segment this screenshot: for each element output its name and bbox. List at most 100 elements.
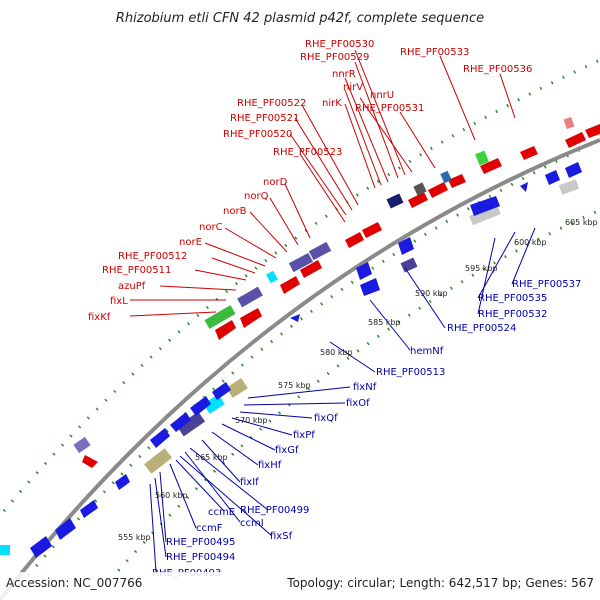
red-gene-labels: RHE_PF00530 RHE_PF00529 RHE_PF00533 RHE_… bbox=[88, 39, 532, 323]
tick-labels: 555 kbp 560 kbp 565 kbp 570 kbp 575 kbp … bbox=[118, 218, 598, 542]
gene-label: nnrU bbox=[370, 90, 394, 101]
gene-block bbox=[469, 204, 501, 226]
outer-dotted-arc bbox=[0, 58, 600, 519]
gene-arrow bbox=[240, 308, 262, 328]
tick-label: 595 kbp bbox=[465, 264, 498, 273]
gene-label: RHE_PF00524 bbox=[447, 323, 516, 334]
gene-block bbox=[144, 448, 172, 474]
gene-label: ccmI bbox=[240, 518, 264, 529]
gene-arrow bbox=[565, 162, 582, 178]
gene-arrow bbox=[300, 260, 322, 278]
gene-arrow bbox=[82, 455, 98, 468]
accession-text: Accession: NC_007766 bbox=[6, 576, 142, 590]
gene-block bbox=[413, 182, 427, 196]
tick-label: 585 kbp bbox=[368, 318, 401, 327]
gene-arrow bbox=[520, 182, 528, 192]
gene-block bbox=[308, 241, 332, 261]
gene-label: ccmE bbox=[208, 507, 235, 518]
gene-arrow bbox=[408, 192, 428, 208]
gene-arrow bbox=[470, 196, 500, 216]
gene-label: fixOf bbox=[346, 398, 370, 409]
tick-label: 575 kbp bbox=[278, 381, 311, 390]
gene-label: norQ bbox=[244, 191, 269, 202]
gene-arrow bbox=[190, 396, 211, 416]
gene-block bbox=[203, 394, 225, 414]
tick-label: 580 kbp bbox=[320, 348, 353, 357]
gene-arrow bbox=[115, 474, 130, 490]
gene-block bbox=[475, 150, 489, 166]
gene-block bbox=[176, 411, 206, 437]
gene-arrow bbox=[30, 536, 52, 558]
tick-label: 555 kbp bbox=[118, 533, 151, 542]
gene-label: RHE_PF00521 bbox=[230, 113, 299, 124]
gene-label: azuPf bbox=[118, 281, 146, 292]
gene-label: RHE_PF00522 bbox=[237, 98, 306, 109]
tick-label: 605 kbp bbox=[565, 218, 598, 227]
gene-arrow bbox=[345, 232, 364, 248]
gene-label: nirK bbox=[322, 98, 342, 109]
gene-arrow bbox=[448, 174, 466, 188]
gene-label: RHE_PF00495 bbox=[166, 537, 235, 548]
map-title: Rhizobium etli CFN 42 plasmid p42f, comp… bbox=[116, 11, 484, 26]
inner-dotted-arc bbox=[108, 208, 600, 581]
gene-label: norE bbox=[179, 237, 202, 248]
gene-label: ccmF bbox=[196, 523, 223, 534]
gene-label: nirV bbox=[343, 82, 363, 93]
gene-label: RHE_PF00529 bbox=[300, 52, 369, 63]
gene-block bbox=[288, 252, 313, 273]
genome-backbone bbox=[0, 138, 600, 600]
gene-arrow bbox=[280, 276, 300, 294]
gene-block bbox=[558, 179, 580, 195]
gene-label: fixL bbox=[110, 296, 128, 307]
gene-label: norC bbox=[199, 222, 223, 233]
gene-label: fixQf bbox=[314, 413, 338, 424]
gene-block bbox=[386, 193, 404, 209]
gene-arrow bbox=[520, 146, 538, 160]
gene-label: RHE_PF00532 bbox=[478, 309, 547, 320]
gene-label: fixGf bbox=[275, 445, 299, 456]
gene-label: RHE_PF00536 bbox=[463, 64, 532, 75]
gene-arrow bbox=[480, 158, 502, 174]
gene-label: RHE_PF00530 bbox=[305, 39, 374, 50]
gene-label: RHE_PF00513 bbox=[376, 367, 445, 378]
gene-label: RHE_PF00512 bbox=[118, 251, 187, 262]
gene-arrow bbox=[212, 382, 231, 400]
leader-lines bbox=[129, 49, 536, 573]
middle-dotted-arc bbox=[18, 138, 600, 586]
gene-block bbox=[204, 305, 236, 329]
gene-block bbox=[73, 436, 91, 454]
gene-arrow bbox=[362, 222, 382, 238]
gene-arrow bbox=[356, 262, 372, 280]
gene-block bbox=[226, 378, 248, 398]
gene-arrow bbox=[170, 412, 191, 432]
gene-label: fixPf bbox=[293, 430, 315, 441]
tick-label: 590 kbp bbox=[415, 289, 448, 298]
gene-label: RHE_PF00533 bbox=[400, 47, 469, 58]
gene-arrow bbox=[428, 182, 448, 198]
gene-block bbox=[0, 545, 10, 555]
gene-arrow bbox=[80, 500, 98, 518]
tick-label: 565 kbp bbox=[195, 453, 228, 462]
gene-label: RHE_PF00511 bbox=[102, 265, 171, 276]
gene-arrow bbox=[565, 132, 586, 148]
tick-label: 570 kbp bbox=[235, 416, 268, 425]
blue-gene-labels: RHE_PF00537 RHE_PF00535 RHE_PF00532 RHE_… bbox=[152, 279, 581, 579]
gene-block bbox=[563, 116, 575, 130]
gene-arrow bbox=[55, 518, 76, 540]
tick-label: 600 kbp bbox=[514, 238, 547, 247]
gene-block bbox=[440, 170, 452, 184]
gene-label: fixNf bbox=[353, 382, 377, 393]
gene-label: norB bbox=[223, 206, 247, 217]
gene-label: RHE_PF00523 bbox=[273, 147, 342, 158]
gene-block bbox=[237, 286, 263, 308]
gene-label: fixKf bbox=[88, 312, 111, 323]
gene-arrow bbox=[360, 278, 380, 296]
gene-arrow bbox=[398, 237, 414, 255]
gene-features bbox=[0, 116, 600, 558]
gene-label: RHE_PF00520 bbox=[223, 129, 292, 140]
gene-label: RHE_PF00537 bbox=[512, 279, 581, 290]
summary-text: Topology: circular; Length: 642,517 bp; … bbox=[286, 576, 594, 590]
gene-label: fixHf bbox=[258, 460, 282, 471]
dotted-arcs bbox=[0, 58, 600, 586]
